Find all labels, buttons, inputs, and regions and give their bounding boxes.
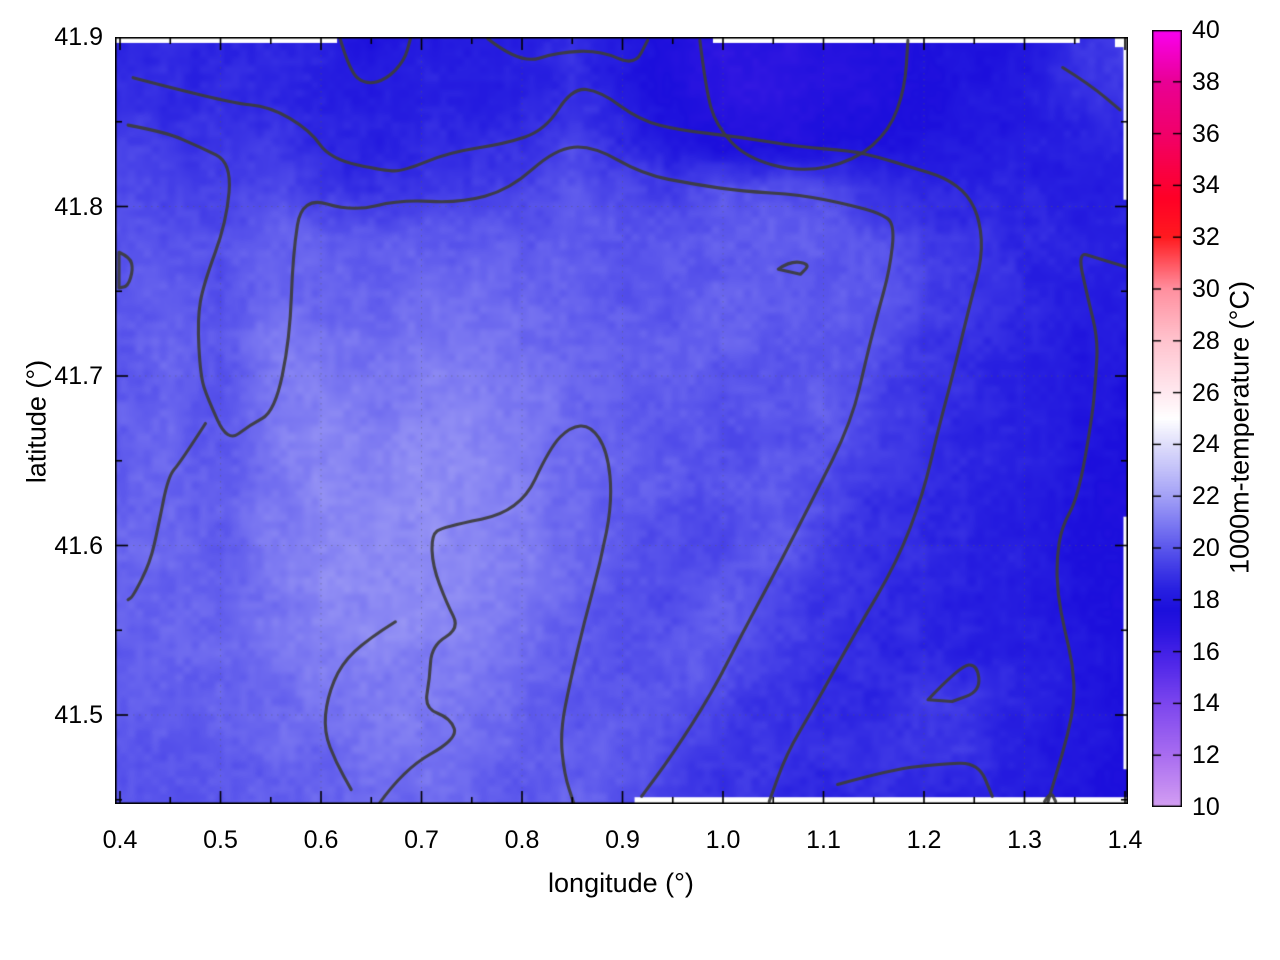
colorbar-tick-label: 10 [1192, 793, 1220, 821]
x-tick-label: 0.9 [605, 826, 640, 854]
colorbar-canvas [1152, 30, 1182, 807]
x-axis-label: longitude (°) [548, 868, 694, 898]
colorbar-tick-label: 14 [1192, 689, 1220, 718]
colorbar-tick-label: 36 [1192, 119, 1220, 148]
x-tick-label: 1.4 [1107, 826, 1143, 854]
x-tick-label: 0.4 [102, 826, 138, 854]
colorbar-tick-label: 22 [1192, 482, 1220, 511]
colorbar-tick-label: 12 [1192, 741, 1220, 770]
colorbar-tick-label: 16 [1192, 637, 1220, 666]
x-tick-label: 0.7 [404, 826, 439, 854]
y-tick-label: 41.7 [54, 362, 103, 390]
colorbar-tick-label: 32 [1192, 223, 1220, 252]
colorbar-tick-label: 38 [1192, 67, 1220, 96]
x-tick-label: 0.5 [203, 826, 238, 854]
y-tick-label: 41.9 [54, 23, 103, 51]
y-axis-label: latitude (°) [21, 359, 52, 484]
x-tick-label: 1.1 [806, 826, 841, 854]
heatmap-canvas [115, 37, 1128, 804]
x-tick-label: 1.0 [705, 826, 741, 854]
x-tick-label: 0.6 [303, 826, 339, 854]
x-tick-label: 1.3 [1007, 826, 1042, 854]
colorbar-tick-label: 28 [1192, 326, 1220, 355]
colorbar-tick-label: 30 [1192, 275, 1220, 303]
colorbar-tick-label: 40 [1192, 16, 1220, 44]
colorbar-tick-label: 18 [1192, 585, 1220, 614]
y-tick-label: 41.6 [54, 531, 103, 560]
y-tick-label: 41.8 [54, 192, 103, 221]
y-tick-label: 41.5 [54, 701, 103, 729]
colorbar-tick-label: 20 [1192, 534, 1220, 562]
x-tick-label: 1.2 [906, 826, 942, 854]
x-tick-label: 0.8 [504, 826, 540, 854]
colorbar-tick-label: 24 [1192, 430, 1220, 459]
colorbar-tick-label: 26 [1192, 378, 1220, 407]
colorbar-tick-label: 34 [1192, 171, 1220, 200]
